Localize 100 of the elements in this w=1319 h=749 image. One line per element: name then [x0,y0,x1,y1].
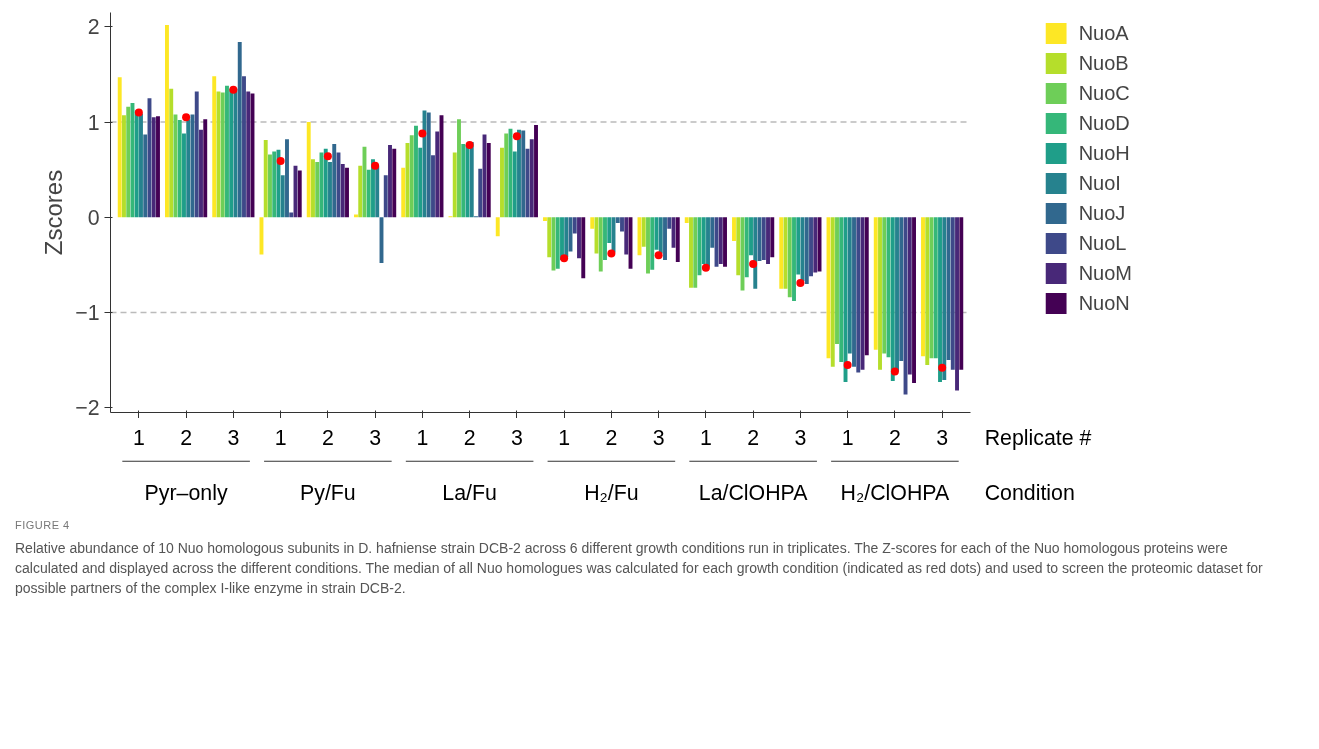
point [843,360,852,369]
bar [272,151,277,218]
legend-label: NuoA [1078,21,1129,45]
bar [675,217,680,263]
bar [237,42,242,218]
bar [667,217,672,229]
x-tick-label: 1 [699,426,712,450]
legend-label: NuoJ [1078,201,1126,225]
bar [332,143,337,218]
x-tick-label: 1 [558,426,571,450]
bar [212,76,217,218]
x-tick-label: 3 [510,426,523,450]
bar [495,217,500,237]
bar [710,217,715,248]
bar [921,217,925,357]
bar [873,217,878,350]
legend-label: NuoH [1078,141,1130,165]
bar [169,88,174,218]
point [512,132,521,141]
bar [852,217,856,367]
bar [328,162,332,218]
bar [792,217,796,302]
bar [603,217,607,261]
text: Py/Fu [300,480,356,505]
text: La/ClOHPA [698,480,809,505]
bar [663,217,667,261]
bar [813,217,818,273]
bar [122,115,126,218]
bar [194,91,199,218]
bar [512,151,517,218]
bar [340,163,345,218]
bar [590,217,595,229]
bar [358,165,363,218]
x-tick-label: 1 [841,426,854,450]
bar [942,217,947,381]
x-tick-label: 2 [605,426,618,450]
caption: FIGURE 4 [15,518,71,533]
legend-label: NuoM [1078,261,1132,285]
bar [620,217,624,232]
bar [766,217,770,264]
text: Replicate # [984,425,1092,450]
bar [409,135,414,218]
bar [517,129,521,218]
bar [779,217,784,289]
bar [543,217,547,222]
text: Condition [984,480,1075,505]
point [607,249,616,258]
bar [401,167,406,218]
bar [431,155,435,218]
text: Pyr–only [144,480,228,505]
bar [199,129,203,218]
bar [478,168,483,218]
bar [899,217,904,362]
bar [426,112,431,218]
point [890,367,899,376]
bar [418,147,423,218]
bar [117,77,122,218]
bar [143,134,148,218]
x-tick-label: 2 [463,426,476,450]
bar [933,217,938,359]
y-tick-label: −2 [75,396,100,421]
bar [736,217,741,276]
bar [529,139,534,218]
bar [311,159,315,218]
bar [925,217,930,365]
bar [744,217,749,278]
x-tick-label: 3 [227,426,240,450]
bar [452,152,457,218]
bar [572,217,577,234]
x-tick-label: 2 [321,426,334,450]
bar [182,133,186,218]
bar [907,217,912,375]
bar [950,217,955,370]
bar [959,217,964,370]
bar [203,119,208,218]
bar [151,117,156,218]
bar [246,91,251,218]
x-tick-label: 2 [180,426,193,450]
bar [598,217,603,272]
bar [650,217,655,270]
bar [225,85,229,218]
bar [388,144,392,218]
x-tick-label: 3 [794,426,807,450]
bar [693,217,698,288]
legend-label: NuoI [1078,171,1121,195]
legend-label: NuoB [1078,51,1129,75]
bar [753,217,758,289]
x-tick-label: 1 [416,426,429,450]
bar [856,217,861,373]
legend-label: NuoC [1078,81,1130,105]
bar [366,169,371,218]
bar [315,162,320,218]
point [134,108,143,117]
bar [689,217,693,288]
bar [229,88,234,218]
point [749,259,758,268]
bar [796,217,801,275]
bar [641,217,646,247]
text: H₂/Fu [584,480,639,505]
bar [864,217,869,356]
